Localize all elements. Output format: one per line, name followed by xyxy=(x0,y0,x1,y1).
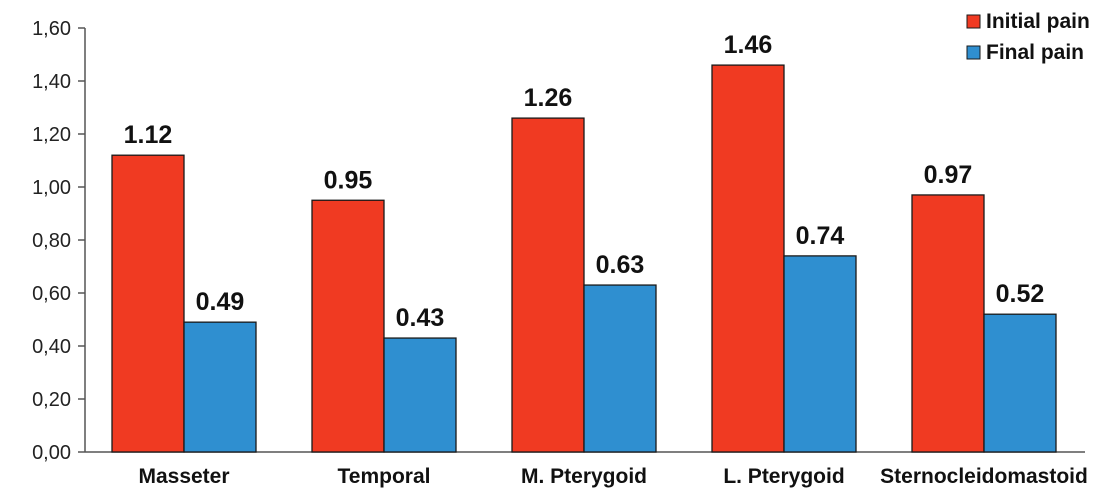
data-label: 0.74 xyxy=(796,222,845,250)
legend-swatch xyxy=(966,14,981,29)
data-label: 1.12 xyxy=(124,121,173,149)
final-pain-bar xyxy=(783,255,857,453)
y-tick-label: 1,60 xyxy=(32,18,71,40)
y-tick-label: 0,60 xyxy=(32,283,71,305)
data-label: 0.97 xyxy=(924,161,973,189)
final-pain-bar xyxy=(983,313,1057,453)
initial-pain-bar xyxy=(111,154,185,453)
legend: Initial pain Final pain xyxy=(966,10,1090,64)
data-label: 0.43 xyxy=(396,304,445,332)
data-label: 1.26 xyxy=(524,84,573,112)
legend-swatch xyxy=(966,45,981,60)
x-tick-label: Temporal xyxy=(338,465,431,488)
final-pain-bar xyxy=(383,337,457,453)
x-tick-label: L. Pterygoid xyxy=(723,465,844,488)
x-tick-label: M. Pterygoid xyxy=(521,465,647,488)
value-labels: 1.12 0.49 0.95 0.43 1.26 0.63 1.46 0.74 0.97 0.52 xyxy=(124,31,1045,332)
data-label: 0.49 xyxy=(196,288,245,316)
data-label: 1.46 xyxy=(724,31,773,59)
y-tick-label: 0,20 xyxy=(32,389,71,411)
bars xyxy=(111,64,1057,453)
y-tick-label: 1,00 xyxy=(32,177,71,199)
category-labels: Masseter Temporal M. Pterygoid L. Pterygoid… xyxy=(138,465,1087,488)
data-label: 0.95 xyxy=(324,166,373,194)
y-tick-label: 0,80 xyxy=(32,230,71,252)
final-pain-bar xyxy=(183,321,257,453)
y-tick-label: 0,00 xyxy=(32,442,71,464)
final-pain-bar xyxy=(583,284,657,453)
initial-pain-bar xyxy=(311,199,385,453)
data-label: 0.63 xyxy=(596,251,645,279)
x-tick-label: Sternocleidomastoid xyxy=(880,465,1088,488)
initial-pain-bar xyxy=(911,194,985,453)
legend-label: Initial pain xyxy=(986,10,1090,33)
y-tick-label: 1,20 xyxy=(32,124,71,146)
initial-pain-bar xyxy=(511,117,585,453)
initial-pain-bar xyxy=(711,64,785,453)
x-tick-label: Masseter xyxy=(138,465,229,488)
y-tick-label: 0,40 xyxy=(32,336,71,358)
y-tick-label: 1,40 xyxy=(32,71,71,93)
legend-label: Final pain xyxy=(986,41,1084,64)
data-label: 0.52 xyxy=(996,280,1045,308)
